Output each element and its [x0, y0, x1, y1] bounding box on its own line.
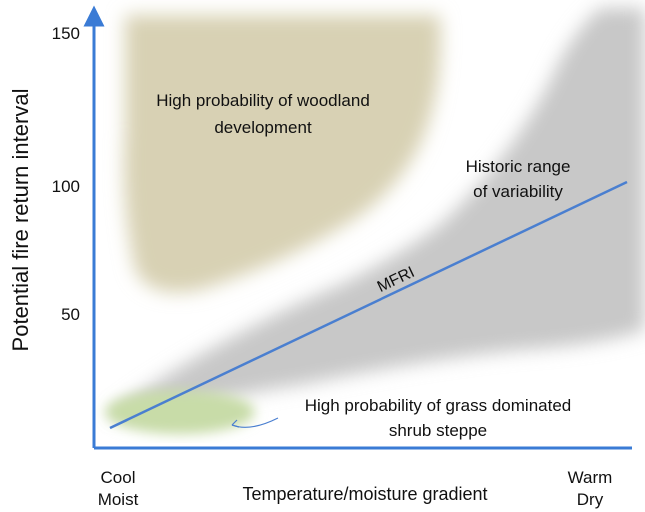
grass-pointer-arrowhead	[231, 419, 240, 428]
woodland-label-line2: development	[214, 118, 312, 137]
y-axis-title: Potential fire return interval	[8, 89, 33, 352]
historic-label-line1: Historic range	[466, 157, 571, 176]
x-right-label-line2: Dry	[577, 490, 604, 509]
y-tick-50: 50	[61, 305, 80, 324]
y-tick-100: 100	[52, 177, 80, 196]
grass-label-line2: shrub steppe	[389, 421, 487, 440]
historic-label-line2: of variability	[473, 182, 563, 201]
mfri-line	[109, 180, 628, 430]
x-left-label-line2: Moist	[98, 490, 139, 509]
historic-range-region	[110, 8, 645, 415]
woodland-label-line1: High probability of woodland	[156, 91, 370, 110]
x-axis-title: Temperature/moisture gradient	[242, 484, 487, 504]
x-right-label-line1: Warm	[568, 468, 613, 487]
grass-region	[105, 390, 255, 434]
x-left-label-line1: Cool	[101, 468, 136, 487]
grass-label-line1: High probability of grass dominated	[305, 396, 571, 415]
woodland-region	[123, 15, 441, 293]
y-tick-150: 150	[52, 24, 80, 43]
